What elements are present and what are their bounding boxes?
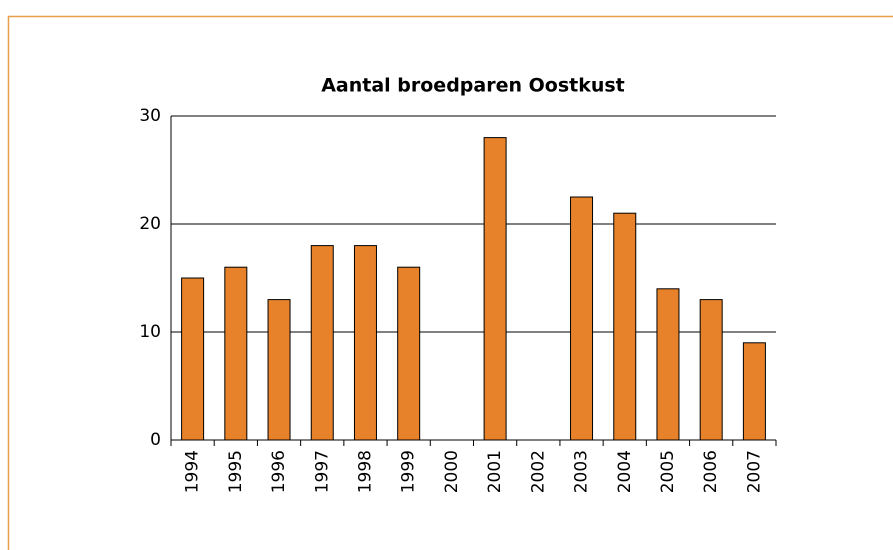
bar — [483, 137, 507, 441]
x-tick-label: 1997 — [312, 450, 332, 493]
bar — [224, 266, 248, 441]
bar — [742, 342, 766, 441]
x-tick-label: 1995 — [226, 450, 246, 493]
x-tick-label: 1994 — [183, 450, 203, 493]
x-tick-label: 2007 — [744, 450, 764, 493]
x-tick-label: 2004 — [615, 450, 635, 493]
y-tick-label: 10 — [139, 322, 161, 342]
x-tick-label: 2000 — [442, 450, 462, 493]
bar — [699, 299, 723, 441]
y-tick-label: 0 — [150, 430, 161, 450]
bar — [656, 288, 680, 441]
bar — [181, 277, 205, 441]
bar — [267, 299, 291, 441]
chart-title: Aantal broedparen Oostkust — [321, 75, 625, 97]
bar — [613, 212, 637, 441]
x-tick-label: 2006 — [701, 450, 721, 493]
y-tick-label: 30 — [139, 106, 161, 126]
y-tick-label: 20 — [139, 214, 161, 234]
x-tick-label: 2005 — [658, 450, 678, 493]
x-tick-label: 2003 — [572, 450, 592, 493]
x-tick-label: 2001 — [485, 450, 505, 493]
bar — [353, 245, 377, 441]
x-tick-label: 2002 — [528, 450, 548, 493]
bar — [570, 196, 594, 441]
x-tick-label: 1998 — [355, 450, 375, 493]
bar — [397, 266, 421, 441]
x-tick-label: 1996 — [269, 450, 289, 493]
bar — [310, 245, 334, 441]
x-tick-label: 1999 — [399, 450, 419, 493]
